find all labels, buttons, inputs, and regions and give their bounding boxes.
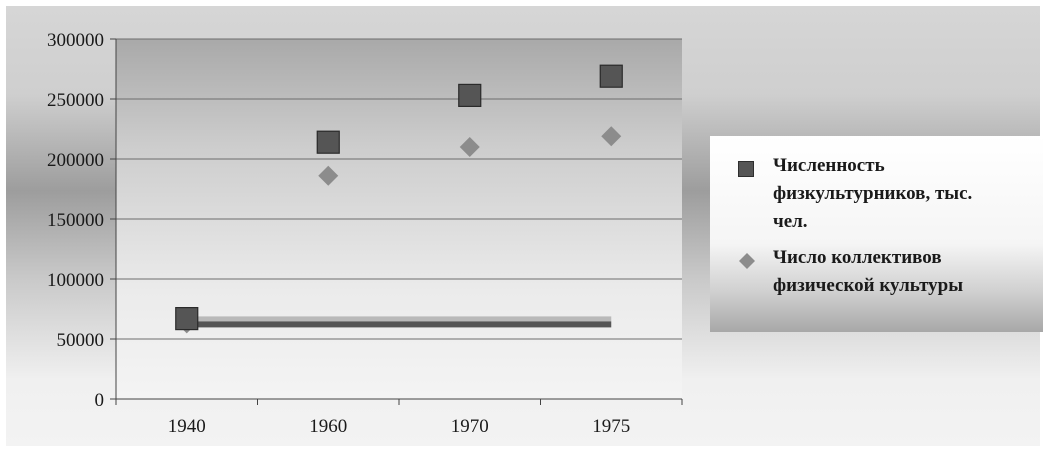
y-tick-label: 0 bbox=[95, 390, 105, 411]
x-axis-tick-labels: 1940 1960 1970 1975 bbox=[168, 416, 631, 437]
y-tick-label: 250000 bbox=[47, 90, 104, 111]
chart-area: 0 50000 100000 150000 200000 250000 300000 194… bbox=[6, 6, 1043, 446]
axes bbox=[110, 38, 683, 405]
y-tick-label: 150000 bbox=[47, 210, 104, 231]
diamond-data-point bbox=[601, 126, 622, 147]
legend-label-line: Численность bbox=[773, 155, 885, 176]
legend-label-collectives: Число коллективов физической культуры bbox=[773, 244, 1035, 300]
square-data-point bbox=[599, 64, 623, 88]
chart-canvas: 0 50000 100000 150000 200000 250000 300000 194… bbox=[47, 30, 683, 437]
horizontal-band-layer bbox=[186, 316, 612, 328]
legend-label-athletes: Численность физкультурников, тыс. чел. bbox=[773, 152, 1035, 236]
y-tick-label: 100000 bbox=[47, 270, 104, 291]
legend-label-line: чел. bbox=[773, 211, 808, 232]
square-data-point bbox=[458, 83, 482, 108]
x-tick-label: 1975 bbox=[592, 416, 630, 437]
legend: Численность физкультурников, тыс. чел. Ч… bbox=[710, 136, 1043, 332]
horizontal-band-highlight bbox=[186, 316, 612, 322]
y-axis-tick-labels: 0 50000 100000 150000 200000 250000 300000 bbox=[47, 30, 104, 411]
legend-entry-collectives: Число коллективов физической культуры bbox=[710, 244, 1043, 304]
square-data-point bbox=[316, 130, 340, 154]
square-marker-icon bbox=[738, 161, 754, 177]
x-tick-label: 1970 bbox=[451, 416, 489, 437]
legend-label-line: Число коллективов bbox=[773, 247, 942, 268]
data-points bbox=[175, 64, 623, 334]
diamond-data-point bbox=[318, 165, 339, 186]
y-tick-label: 200000 bbox=[47, 150, 104, 171]
diamond-marker-icon bbox=[739, 253, 755, 269]
y-tick-label: 50000 bbox=[57, 330, 105, 351]
square-data-point bbox=[175, 307, 199, 331]
legend-entry-athletes: Численность физкультурников, тыс. чел. bbox=[710, 152, 1043, 242]
diamond-data-point bbox=[459, 137, 480, 157]
x-tick-label: 1940 bbox=[168, 416, 206, 437]
gridlines bbox=[116, 38, 682, 340]
legend-label-line: физической культуры bbox=[773, 275, 964, 296]
horizontal-band bbox=[186, 321, 612, 328]
y-tick-label: 300000 bbox=[47, 30, 104, 51]
x-tick-label: 1960 bbox=[309, 416, 347, 437]
legend-label-line: физкультурников, тыс. bbox=[773, 183, 973, 204]
